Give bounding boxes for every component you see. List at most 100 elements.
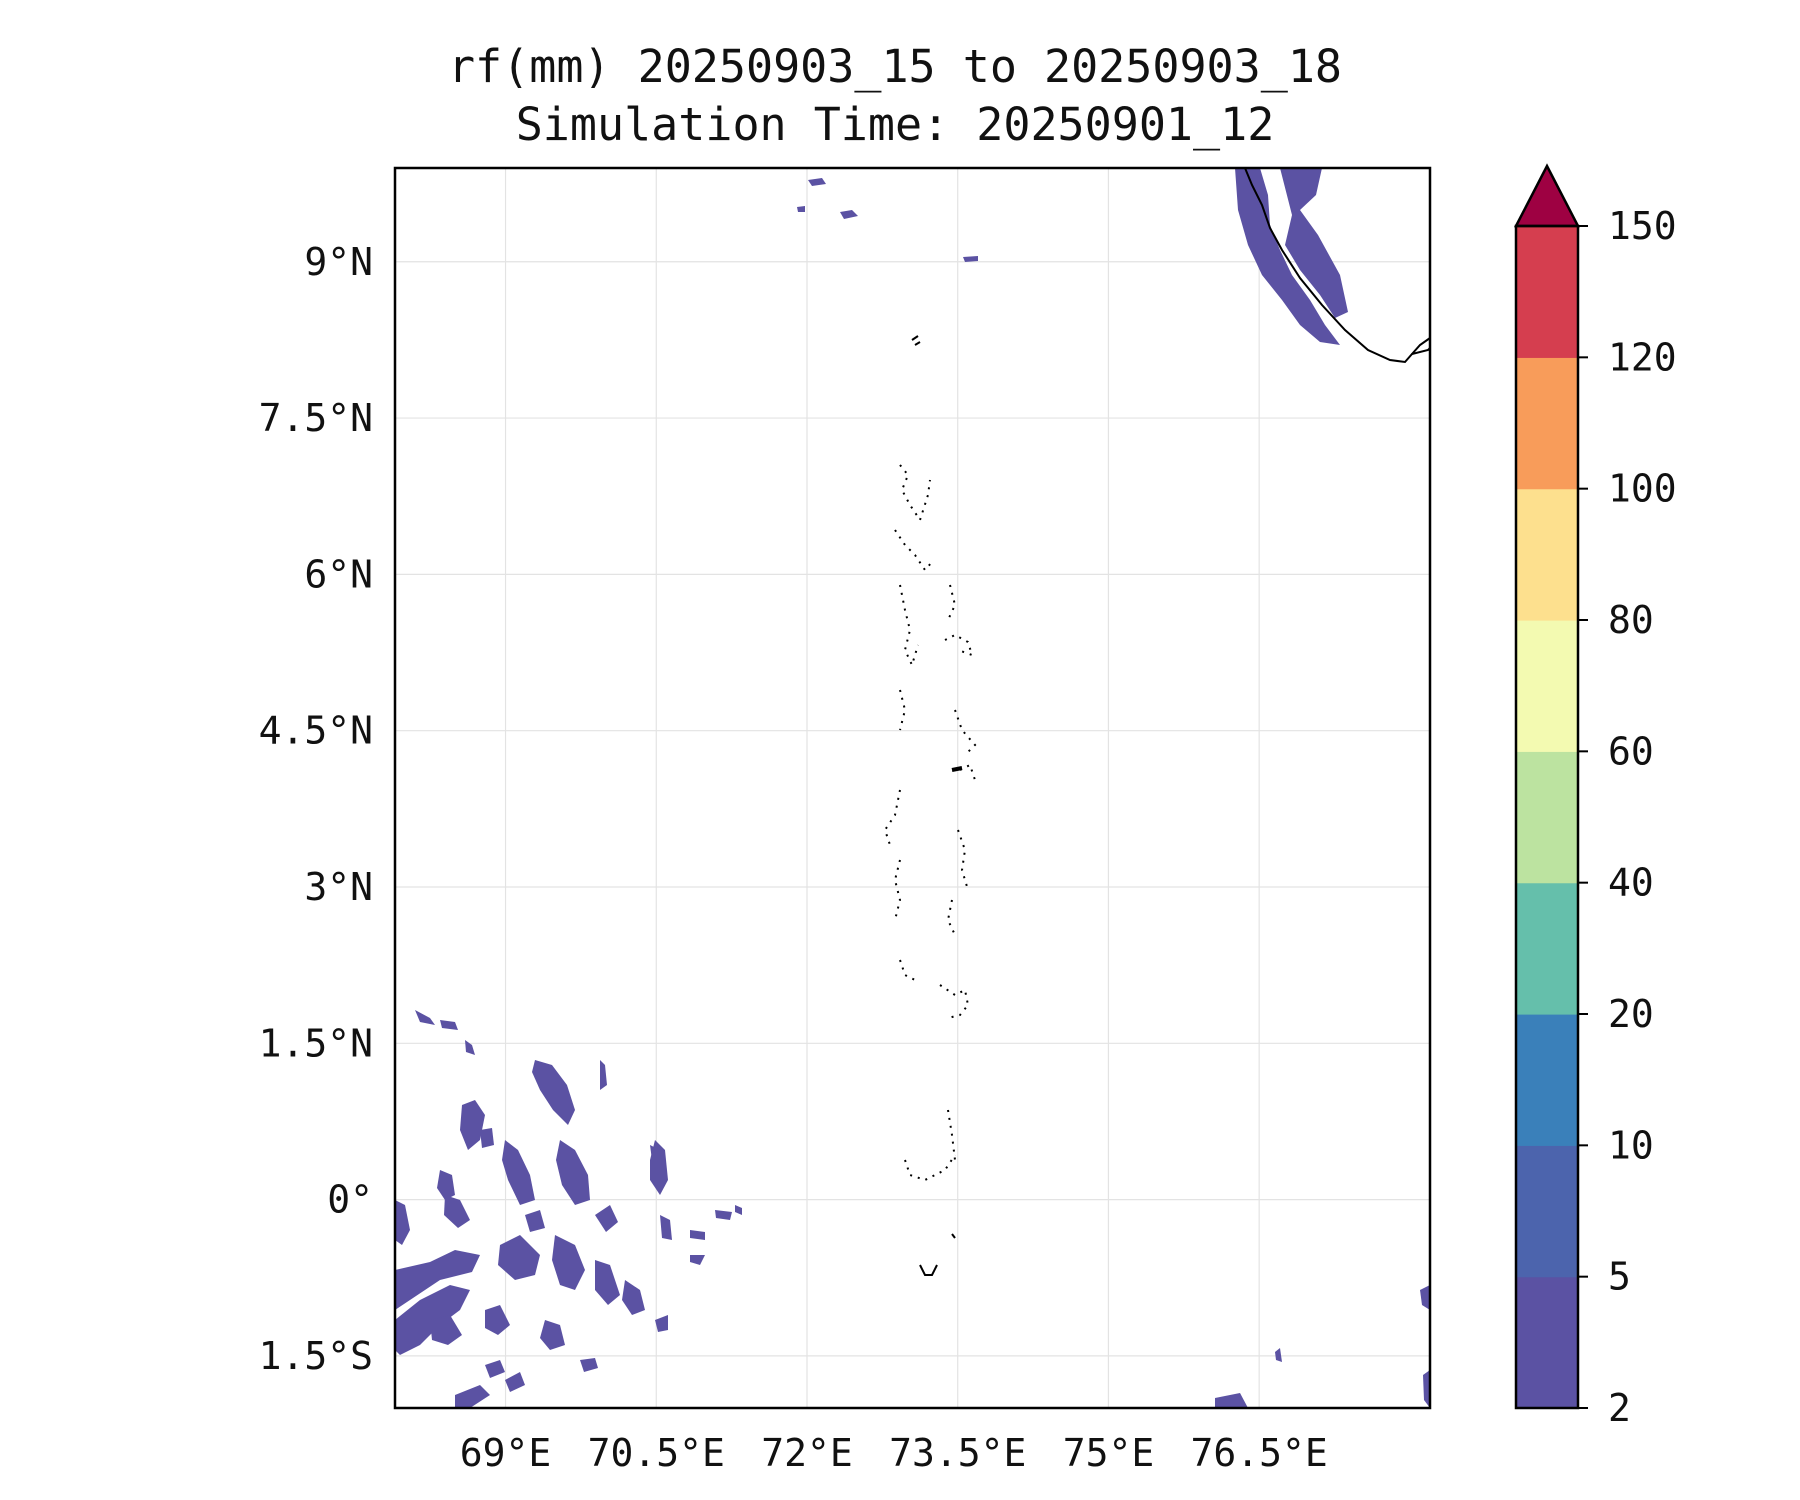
title-line-1: rf(mm) 20250903_15 to 20250903_18 bbox=[447, 40, 1343, 93]
map-plot-area bbox=[395, 167, 1431, 1408]
latitude-labels: 9°N 7.5°N 6°N 4.5°N 3°N 1.5°N 0° 1.5°S bbox=[259, 240, 373, 1378]
rain-cell bbox=[595, 1205, 618, 1232]
india-coastline bbox=[1244, 167, 1431, 364]
rain-cell bbox=[440, 1020, 458, 1030]
rain-cell bbox=[437, 1170, 455, 1200]
colorbar-ticks: 2 5 10 20 40 60 80 100 120 150 bbox=[1578, 204, 1677, 1430]
rain-cell bbox=[552, 1235, 585, 1290]
rain-cell bbox=[660, 1215, 672, 1240]
india-coastline bbox=[1411, 337, 1431, 355]
island-dot bbox=[911, 335, 919, 341]
colorbar-bin bbox=[1516, 882, 1578, 1015]
longitude-labels: 69°E 70.5°E 72°E 73.5°E 75°E 76.5°E bbox=[460, 1431, 1328, 1475]
rain-cell bbox=[690, 1230, 705, 1240]
title-line-2: Simulation Time: 20250901_12 bbox=[515, 98, 1275, 151]
rain-cell bbox=[480, 1128, 494, 1148]
lon-tick-label: 72°E bbox=[761, 1431, 853, 1475]
atoll-ring bbox=[899, 584, 919, 668]
rain-cell bbox=[797, 206, 805, 212]
rain-cell bbox=[455, 1385, 490, 1408]
atoll-ring bbox=[944, 633, 974, 657]
rain-cell bbox=[690, 1255, 705, 1265]
atoll-ring bbox=[954, 709, 977, 756]
rain-cell bbox=[556, 1140, 590, 1205]
colorbar-bin bbox=[1516, 751, 1578, 884]
colorbar-tick-label: 5 bbox=[1608, 1255, 1631, 1299]
coastlines bbox=[883, 167, 1431, 1276]
rain-cell bbox=[735, 1205, 742, 1215]
rain-cell bbox=[600, 1060, 607, 1090]
colorbar-bin bbox=[1516, 226, 1578, 358]
rain-cell bbox=[715, 1210, 732, 1220]
colorbar-tick-label: 20 bbox=[1608, 992, 1654, 1036]
colorbar-tick-label: 60 bbox=[1608, 729, 1654, 773]
rain-cell bbox=[485, 1360, 505, 1378]
lat-tick-label: 4.5°N bbox=[259, 709, 373, 753]
rain-cell bbox=[395, 1200, 410, 1245]
rain-cell bbox=[1275, 1348, 1282, 1362]
rain-cell bbox=[525, 1210, 545, 1232]
rain-cell bbox=[395, 1250, 480, 1310]
island-dot bbox=[951, 1233, 956, 1239]
colorbar-frame bbox=[1514, 224, 1580, 1410]
rain-cell bbox=[485, 1305, 510, 1335]
rain-cell bbox=[650, 1145, 662, 1165]
lat-tick-label: 7.5°N bbox=[259, 396, 373, 440]
lat-tick-label: 3°N bbox=[304, 865, 373, 909]
colorbar-bin bbox=[1516, 620, 1578, 752]
colorbar-bin bbox=[1516, 1276, 1578, 1409]
lat-tick-label: 0° bbox=[327, 1178, 373, 1222]
rain-cell bbox=[465, 1040, 475, 1055]
colorbar: 2 5 10 20 40 60 80 100 120 150 bbox=[1513, 163, 1677, 1430]
colorbar-bins bbox=[1516, 226, 1578, 1409]
map-frame bbox=[393, 166, 1432, 1410]
rain-cell bbox=[655, 1315, 668, 1332]
lon-tick-label: 70.5°E bbox=[588, 1431, 725, 1475]
colorbar-bin bbox=[1516, 1145, 1578, 1278]
colorbar-tick-label: 40 bbox=[1608, 861, 1654, 905]
colorbar-extend-triangle bbox=[1513, 163, 1581, 228]
colorbar-tick-label: 150 bbox=[1608, 204, 1677, 248]
colorbar-tick-label: 120 bbox=[1608, 335, 1677, 379]
rain-cell bbox=[595, 1260, 620, 1305]
rainfall-contours bbox=[395, 168, 1430, 1408]
lon-tick-label: 73.5°E bbox=[889, 1431, 1026, 1475]
rain-cell bbox=[460, 1100, 485, 1150]
rain-cell bbox=[808, 178, 826, 186]
rain-cell bbox=[1235, 168, 1340, 345]
island-dot bbox=[914, 341, 921, 346]
colorbar-tick-label: 80 bbox=[1608, 598, 1654, 642]
rain-cell bbox=[498, 1235, 540, 1280]
atoll-ring bbox=[894, 529, 933, 572]
rain-cell bbox=[430, 1315, 462, 1345]
graticule bbox=[395, 168, 1430, 1408]
lat-tick-label: 1.5°S bbox=[259, 1334, 373, 1378]
rain-cell bbox=[1215, 1393, 1248, 1408]
colorbar-tick-label: 2 bbox=[1608, 1386, 1631, 1430]
atoll-ring bbox=[951, 766, 963, 772]
colorbar-tick-label: 100 bbox=[1608, 467, 1677, 511]
map-background bbox=[395, 168, 1430, 1408]
rain-cell bbox=[840, 210, 858, 219]
colorbar-bin bbox=[1516, 357, 1578, 490]
rain-cell bbox=[540, 1320, 565, 1350]
lon-tick-label: 75°E bbox=[1063, 1431, 1155, 1475]
lat-tick-label: 9°N bbox=[304, 240, 373, 284]
chart-title: rf(mm) 20250903_15 to 20250903_18 Simula… bbox=[355, 38, 1435, 154]
rain-cell bbox=[505, 1372, 525, 1392]
rain-cell bbox=[444, 1195, 470, 1228]
rain-cell bbox=[622, 1280, 645, 1315]
atoll-ring bbox=[947, 1109, 956, 1161]
rain-cell bbox=[532, 1060, 575, 1125]
lon-tick-label: 76.5°E bbox=[1191, 1431, 1328, 1475]
rain-cell bbox=[1280, 168, 1348, 318]
rain-cell bbox=[1420, 1285, 1430, 1310]
rain-cell bbox=[580, 1358, 598, 1372]
rain-cell bbox=[963, 256, 978, 262]
lat-tick-label: 6°N bbox=[304, 552, 373, 596]
rain-cell bbox=[415, 1010, 435, 1025]
lat-tick-label: 1.5°N bbox=[259, 1021, 373, 1065]
rain-cell bbox=[1423, 1370, 1430, 1408]
colorbar-bin bbox=[1516, 488, 1578, 621]
